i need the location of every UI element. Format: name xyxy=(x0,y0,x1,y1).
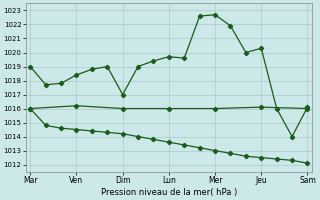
X-axis label: Pression niveau de la mer( hPa ): Pression niveau de la mer( hPa ) xyxy=(101,188,237,197)
